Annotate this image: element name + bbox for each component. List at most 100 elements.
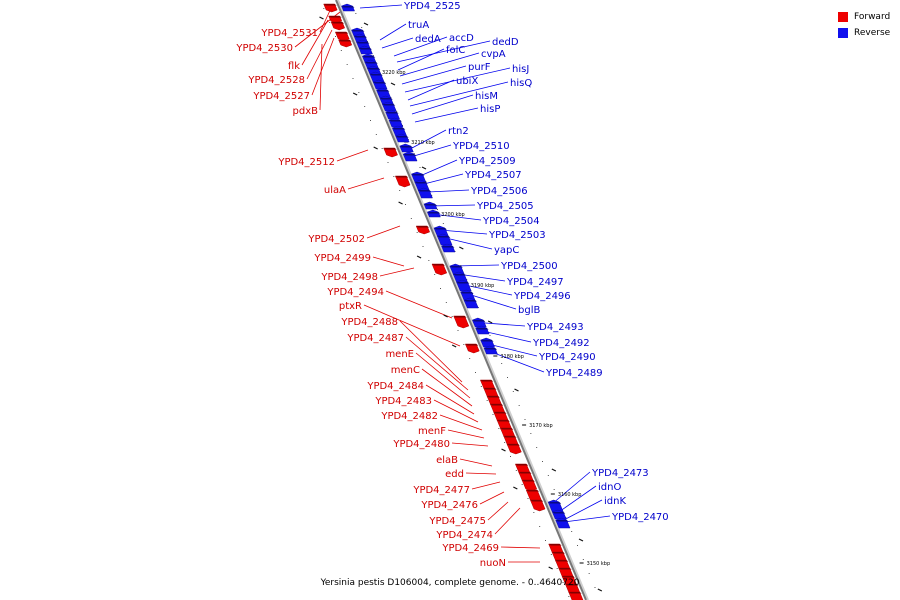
reverse-leader-line	[429, 204, 476, 207]
frame-dash	[373, 146, 378, 150]
forward-leader-line	[500, 546, 541, 549]
reverse-gene-glyph	[382, 101, 397, 112]
legend: Forward Reverse	[838, 9, 890, 41]
forward-gene-label: YPD4_2480	[392, 439, 450, 450]
reverse-gene-glyph	[388, 117, 404, 128]
forward-gene-label: YPD4_2494	[326, 287, 384, 298]
frame-dot	[515, 470, 517, 471]
forward-gene-label: menF	[418, 426, 446, 437]
reverse-gene-label: hisP	[480, 104, 500, 115]
reverse-gene-label: idnK	[604, 496, 626, 507]
forward-leader-line	[451, 442, 489, 447]
gene-glyph-shade	[359, 48, 372, 50]
reverse-leader-line	[445, 237, 493, 250]
frame-dot	[370, 120, 371, 121]
tick-label: 3200 kbp	[441, 212, 465, 218]
frame-dot	[492, 414, 494, 415]
reverse-gene-label: dedD	[492, 37, 519, 48]
frame-dash	[421, 166, 427, 170]
gene-glyph-shade	[335, 32, 349, 34]
frame-dot	[442, 223, 444, 224]
reverse-gene-glyph	[385, 109, 400, 120]
tick-label: 3180 kbp	[500, 354, 524, 360]
frame-dot	[364, 106, 366, 107]
frame-dot	[413, 153, 415, 154]
frame-dot	[530, 433, 532, 434]
reverse-leader-line	[396, 40, 491, 63]
reverse-gene-glyph	[402, 151, 418, 162]
gene-glyph-shade	[548, 544, 562, 546]
reverse-leader-line	[404, 67, 511, 93]
forward-leader-line	[447, 429, 485, 439]
forward-gene-label: pdxB	[293, 106, 319, 117]
gene-glyph-shade	[555, 560, 569, 562]
reverse-gene-glyph	[480, 337, 495, 348]
gene-glyph-shade	[341, 6, 355, 8]
gene-glyph-shade	[395, 176, 409, 178]
forward-gene-label: YPD4_2474	[435, 530, 493, 541]
reverse-gene-label: YPD4_2490	[538, 352, 596, 363]
gene-glyph-shade	[351, 30, 365, 32]
frame-dash	[443, 314, 448, 318]
frame-dash	[451, 344, 457, 348]
frame-dot	[422, 246, 424, 247]
gene-glyph-shade	[456, 282, 470, 284]
forward-leader-line	[301, 19, 329, 66]
frame-dot	[507, 377, 508, 378]
frame-dot	[405, 204, 406, 205]
reverse-gene-label: cvpA	[481, 49, 506, 60]
forward-gene-label: YPD4_2475	[428, 516, 486, 527]
reverse-gene-glyph	[472, 317, 487, 328]
reverse-gene-label: hisJ	[512, 64, 529, 75]
forward-leader-line	[363, 304, 461, 347]
frame-dot	[329, 22, 331, 23]
genome-caption: Yersinia pestis D106004, complete genome…	[320, 578, 580, 588]
reverse-leader-line	[563, 515, 611, 523]
frame-dash	[352, 92, 358, 96]
frame-dash	[459, 246, 464, 250]
reverse-leader-line	[439, 229, 488, 235]
gene-glyph-shade	[475, 328, 489, 330]
frame-dot	[486, 400, 488, 401]
gene-glyph-shade	[367, 68, 381, 70]
gene-glyph-shade	[418, 190, 432, 192]
forward-leader-line	[465, 472, 497, 475]
forward-gene-glyph	[521, 479, 538, 492]
gene-glyph-shade	[548, 502, 562, 504]
frame-dot	[340, 50, 342, 51]
reverse-gene-label: YPD4_2492	[532, 338, 590, 349]
gene-glyph-shade	[565, 584, 579, 586]
reverse-leader-line	[381, 37, 414, 49]
tick-label: 3190 kbp	[471, 283, 495, 289]
gene-glyph-shade	[376, 90, 390, 92]
forward-gene-label: menE	[385, 349, 414, 360]
frame-dot	[512, 391, 514, 392]
frame-dot	[381, 148, 383, 149]
reverse-leader-line	[407, 79, 455, 101]
reverse-gene-label: yapC	[494, 245, 519, 256]
frame-dash	[390, 82, 396, 86]
frame-dot	[323, 8, 325, 9]
gene-glyph-shade	[487, 396, 500, 398]
gene-glyph-shade	[414, 182, 428, 184]
tick-label: 3150 kbp	[587, 561, 611, 567]
forward-gene-label: elaB	[436, 455, 458, 466]
frame-dash	[548, 566, 553, 570]
frame-dot	[457, 330, 459, 331]
reverse-leader-line	[409, 81, 509, 107]
reverse-leader-line	[399, 52, 480, 77]
gene-glyph-shade	[453, 274, 467, 276]
reverse-gene-label: YPD4_2503	[488, 230, 546, 241]
frame-dot	[489, 335, 491, 336]
forward-gene-label: YPD4_2488	[340, 317, 398, 328]
reverse-leader-line	[419, 159, 458, 177]
frame-dot	[416, 232, 418, 233]
frame-dot	[547, 475, 549, 476]
reverse-gene-label: ubiX	[456, 76, 478, 87]
forward-leader-line	[479, 491, 505, 505]
gene-glyph-shade	[465, 344, 479, 346]
gene-glyph-shade	[338, 40, 352, 42]
reverse-leader-line	[393, 36, 448, 57]
reverse-gene-glyph	[475, 325, 490, 335]
frame-dot	[399, 190, 401, 191]
